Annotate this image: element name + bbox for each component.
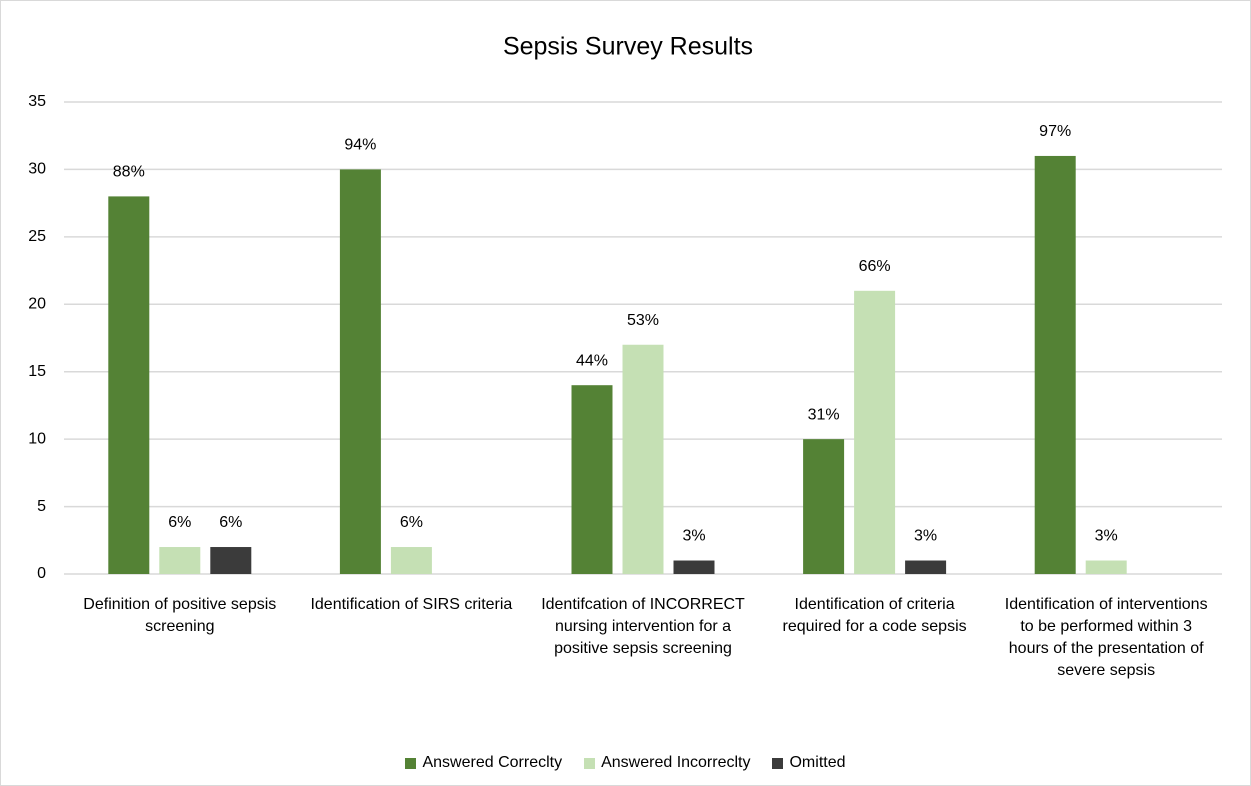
legend-swatch [405,757,417,769]
y-tick-label: 30 [28,161,46,178]
legend-item: Answered Correclty [405,754,562,772]
bar [905,560,947,574]
data-label: 94% [344,137,376,154]
data-label: 6% [219,514,242,531]
legend-item: Answered Incorreclty [584,754,750,772]
y-tick-label: 20 [28,296,46,313]
y-tick-label: 0 [37,565,46,582]
data-label: 6% [168,514,191,531]
bar [339,169,381,574]
y-tick-label: 25 [28,228,46,245]
y-tick-label: 35 [28,93,46,110]
bar [803,439,845,574]
data-label: 3% [682,528,705,545]
data-label: 3% [914,528,937,545]
legend-label: Answered Correclty [422,754,563,771]
legend-swatch [584,757,596,769]
x-tick-label: Definition of positive sepsis screening [83,596,277,635]
legend-label: Answered Incorreclty [601,754,751,771]
bar [1034,155,1076,574]
bar [159,547,201,574]
bar [854,290,896,574]
x-tick-label: Identifcation of INCORRECT nursing inter… [541,596,745,657]
y-tick-label: 15 [28,363,46,380]
y-tick-label: 5 [37,498,46,515]
data-label: 31% [808,406,840,423]
chart-title: Sepsis Survey Results [503,33,753,61]
x-tick-label: Identification of criteria required for … [782,596,967,635]
bar [210,547,252,574]
data-label: 44% [576,352,608,369]
legend-item: Omitted [772,754,846,772]
bar [622,344,664,574]
legend-swatch [772,757,784,769]
data-label: 97% [1039,123,1071,140]
data-label: 66% [859,258,891,275]
data-label: 53% [627,312,659,329]
data-label: 6% [400,514,423,531]
bar [571,385,613,574]
legend-label: Omitted [789,754,846,771]
bar [108,196,150,574]
bar [673,560,715,574]
x-tick-label: Identification of SIRS criteria [310,596,513,613]
bar [1085,560,1127,574]
data-label: 3% [1095,528,1118,545]
y-tick-label: 10 [28,430,46,447]
data-label: 88% [113,164,145,181]
legend: Answered Correclty Answered Incorreclty Om… [0,754,1251,772]
bar [390,547,432,574]
x-tick-label: Identification of interventions to be pe… [1004,596,1208,679]
